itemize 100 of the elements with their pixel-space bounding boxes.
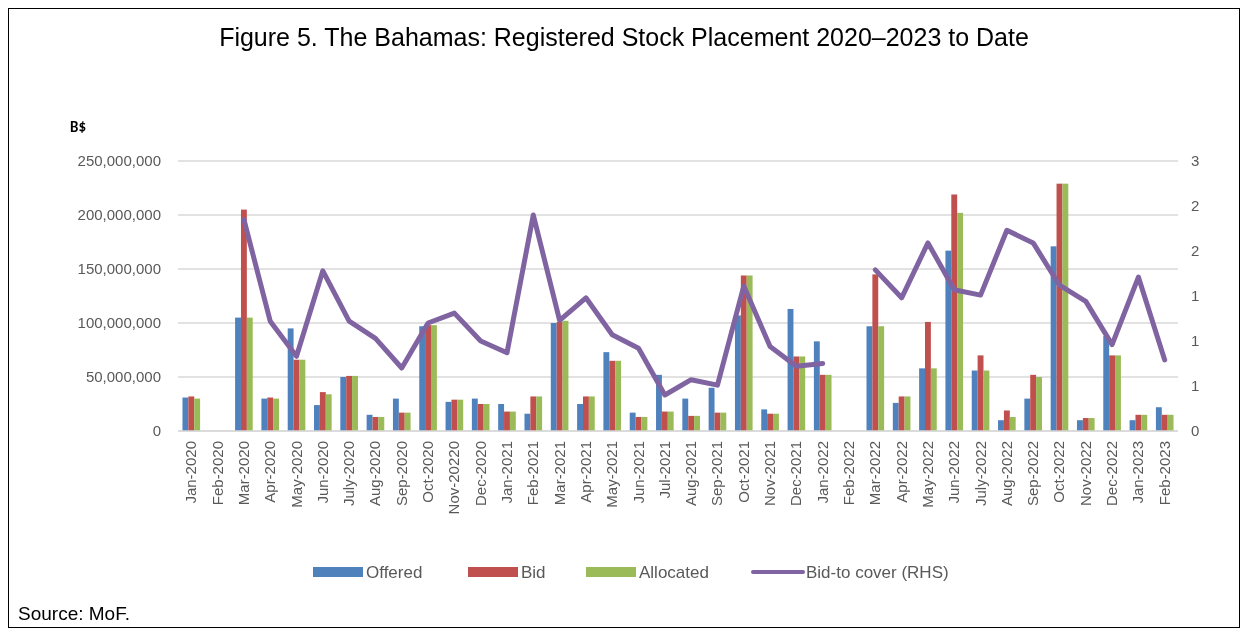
bar: [641, 416, 648, 431]
x-tick-label: May-2021: [603, 441, 621, 508]
bar: [688, 415, 695, 431]
x-tick-label: Oct-2021: [734, 441, 752, 503]
bar: [667, 411, 674, 431]
x-tick-label: July-2022: [971, 441, 989, 507]
bar: [556, 321, 563, 431]
y2-tick-label: 3: [1191, 152, 1200, 169]
y-tick-label: 0: [152, 422, 161, 439]
bar: [471, 398, 478, 431]
y2-tick-label: 2: [1191, 197, 1200, 214]
bar: [957, 212, 964, 431]
x-tick-label: Oct-2020: [419, 441, 437, 503]
bar: [694, 415, 700, 431]
bar: [1024, 398, 1031, 431]
y-tick-label: 50,000,000: [85, 368, 161, 385]
bar: [530, 396, 537, 431]
x-tick-label: May-2022: [918, 441, 936, 508]
bar: [819, 374, 826, 431]
bar: [746, 275, 753, 431]
bar: [299, 359, 306, 431]
x-tick-label: Jun-2020: [313, 441, 331, 504]
x-tick-label: Feb-2023: [1155, 441, 1173, 506]
y-axis-title: B$: [70, 118, 87, 136]
x-tick-label: Aug-2021: [682, 441, 700, 507]
x-tick-label: Nov-2022: [1076, 441, 1094, 507]
bar: [1135, 414, 1142, 431]
x-tick-label: Jun-2022: [945, 441, 963, 504]
x-tick-label: July-2020: [340, 441, 358, 507]
bar: [366, 414, 373, 431]
bar: [1115, 355, 1121, 431]
bar: [1030, 374, 1037, 431]
bar: [1103, 335, 1110, 431]
x-tick-label: Jan-2022: [813, 441, 831, 504]
bar: [892, 402, 899, 431]
bar: [340, 377, 347, 431]
bar: [582, 396, 589, 431]
x-tick-label: Jan-2023: [1129, 441, 1147, 504]
legend-label: Allocated: [639, 563, 709, 582]
x-tick-label: Nov-20220: [445, 441, 463, 515]
bar: [1076, 420, 1083, 431]
bar: [273, 398, 280, 431]
x-tick-label: Dec-2020: [471, 441, 489, 507]
bar: [740, 275, 747, 431]
bar: [267, 397, 274, 431]
bar: [457, 399, 464, 431]
bar: [509, 411, 516, 431]
bar: [404, 412, 411, 431]
y2-tick-label: 1: [1191, 287, 1200, 304]
bar: [431, 325, 437, 431]
bar: [498, 404, 505, 431]
bar: [1082, 418, 1089, 431]
x-tick-label: Feb-2021: [524, 441, 542, 506]
bar: [287, 328, 294, 431]
x-tick-label: Dec-2021: [787, 441, 805, 507]
x-tick-label: Mar-2021: [550, 441, 568, 506]
bar: [971, 370, 978, 431]
x-tick-label: Feb-2022: [840, 441, 858, 506]
bar: [398, 412, 405, 431]
y2-tick-label: 2: [1191, 242, 1200, 259]
bar: [661, 411, 668, 431]
bar: [536, 396, 543, 431]
bar: [825, 374, 832, 431]
source-note: Source: MoF.: [18, 603, 130, 624]
bar: [682, 398, 689, 431]
x-tick-label: Mar-2022: [866, 441, 884, 506]
bar: [1088, 418, 1095, 431]
x-tick-label: Jan-2021: [497, 441, 515, 504]
bar: [477, 404, 484, 431]
bar: [793, 356, 800, 431]
y2-tick-label: 1: [1191, 377, 1200, 394]
x-tick-label: Mar-2020: [234, 441, 252, 506]
bar: [878, 326, 885, 431]
y-tick-label: 200,000,000: [77, 206, 161, 223]
bar: [919, 368, 925, 431]
bar: [235, 317, 241, 431]
bar: [392, 398, 399, 431]
bar: [1009, 416, 1016, 431]
bar: [194, 398, 201, 431]
bar: [951, 194, 958, 431]
x-tick-label: Nov-2021: [761, 441, 779, 507]
y2-tick-label: 0: [1191, 422, 1200, 439]
bar: [708, 387, 715, 431]
bar: [319, 392, 326, 431]
bar: [588, 396, 595, 431]
bar: [1062, 183, 1069, 431]
bar: [609, 360, 616, 431]
x-tick-label: Apr-2021: [576, 441, 594, 503]
bar: [603, 352, 610, 431]
x-tick-label: Dec-2022: [1103, 441, 1121, 507]
bar: [1155, 407, 1162, 431]
bar: [1161, 414, 1168, 431]
bar: [1109, 355, 1116, 431]
x-tick-label: Jun-2021: [629, 441, 647, 504]
bar: [1036, 377, 1042, 431]
bar: [930, 368, 937, 431]
bar: [872, 274, 879, 431]
bar: [629, 412, 636, 431]
bar: [998, 420, 1004, 431]
bar: [314, 405, 320, 431]
